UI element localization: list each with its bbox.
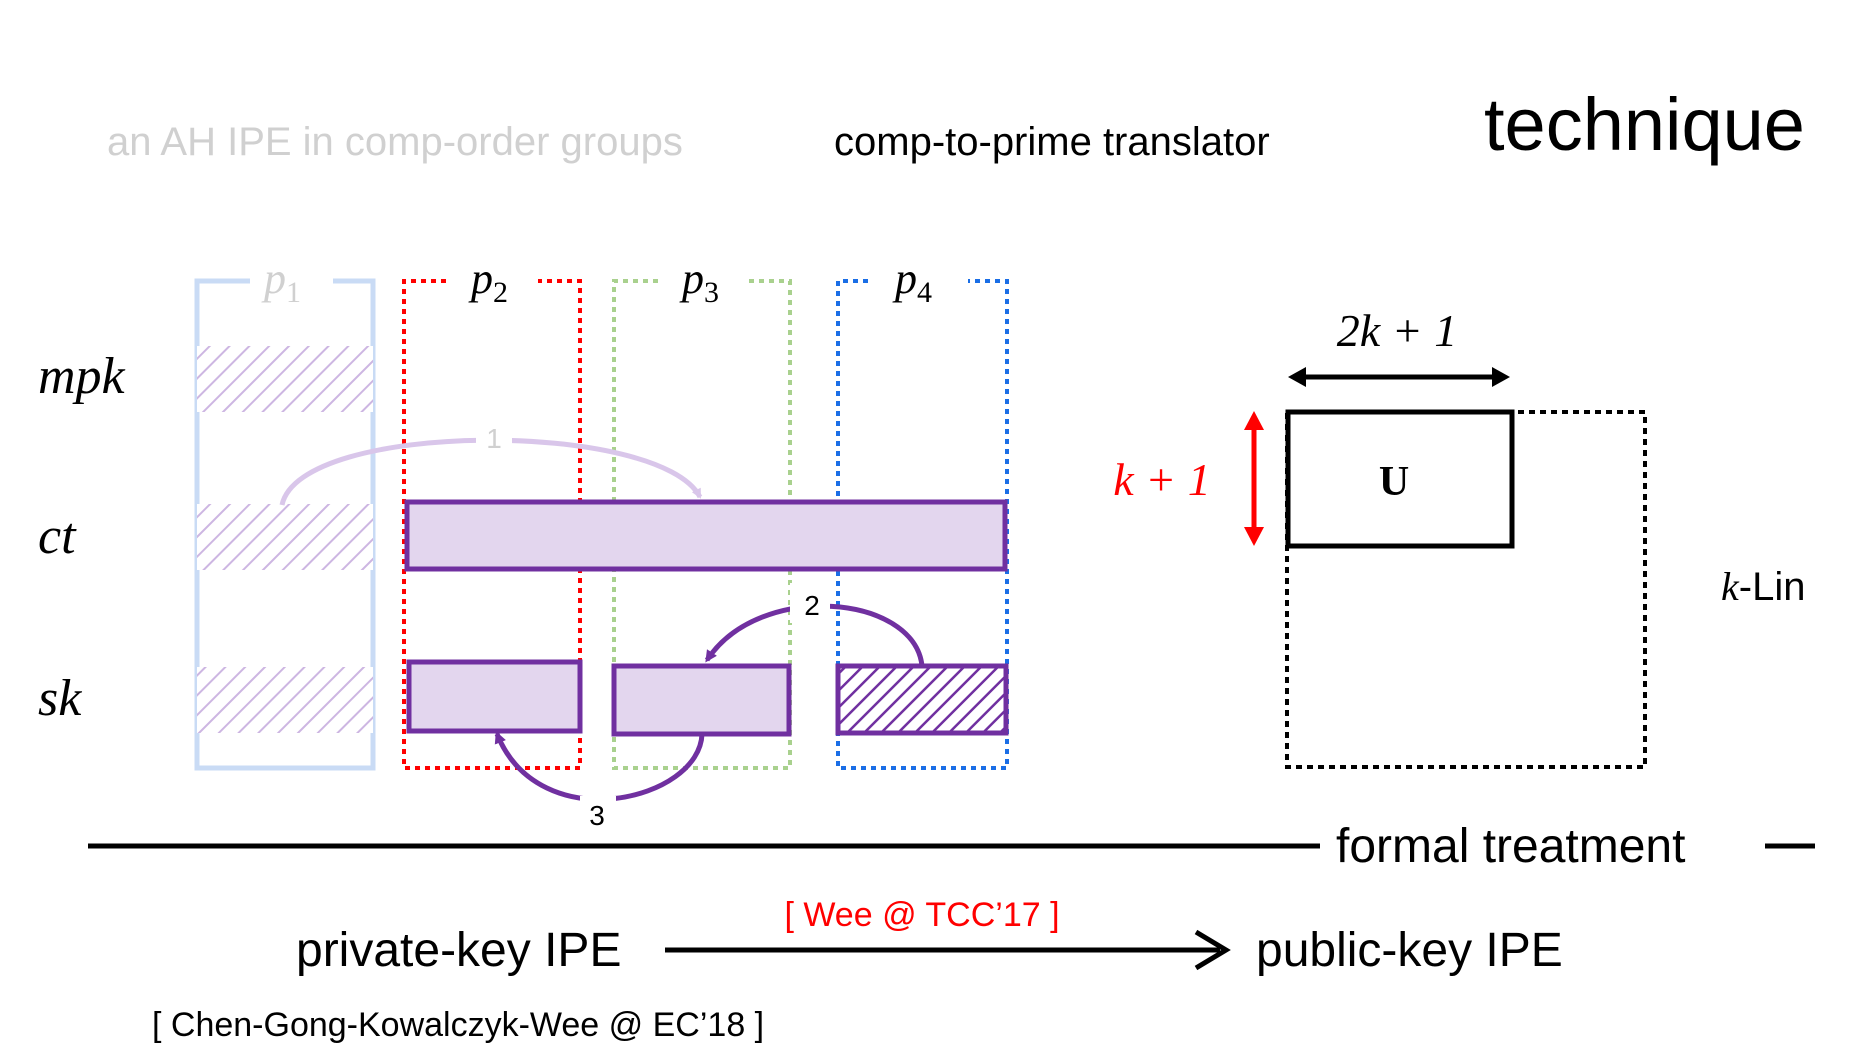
ct-p1-block [197, 504, 373, 570]
assumption-klin: k-Lin [1721, 564, 1805, 609]
arrow-1-label: 1 [486, 423, 502, 454]
sk-p3-block [611, 663, 792, 737]
column-p2-frame [402, 279, 582, 770]
citation-wee: [ Wee @ TCC’17 ] [784, 896, 1059, 934]
matrix-height-label: k + 1 [1113, 454, 1210, 505]
column-p4-label: p4 [892, 254, 932, 309]
matrix-u-label: U [1379, 459, 1409, 505]
private-key-ipe: private-key IPE [296, 924, 621, 977]
title-translator: comp-to-prime translator [834, 120, 1270, 164]
row-label-sk: sk [38, 670, 82, 727]
title-ah-ipe: an AH IPE in comp-order groups [107, 120, 683, 164]
public-key-ipe: public-key IPE [1256, 924, 1563, 977]
divider-label: formal treatment [1336, 820, 1685, 873]
column-p2-label: p2 [468, 254, 508, 309]
column-p1-label: p1 [261, 254, 301, 309]
arrow-2-label: 2 [804, 590, 820, 621]
sk-p1-block [197, 667, 373, 733]
sk-p4-block [835, 663, 1009, 736]
column-p3-frame [612, 279, 792, 770]
ct-main-block [404, 499, 1008, 572]
row-label-ct: ct [38, 508, 77, 565]
arrow-3-label: 3 [589, 800, 605, 831]
arrow-2 [704, 603, 925, 667]
column-p1-frame [194, 278, 376, 771]
title-technique: technique [1484, 83, 1805, 166]
matrix-u-block [1285, 409, 1515, 549]
row-label-mpk: mpk [38, 348, 126, 405]
column-p4-frame [836, 279, 1009, 770]
citation-cgkw: [ Chen-Gong-Kowalczyk-Wee @ EC’18 ] [152, 1006, 764, 1043]
mpk-p1-block [197, 346, 373, 412]
sk-p2-block [406, 659, 583, 734]
matrix-width-label: 2k + 1 [1337, 305, 1457, 356]
column-p3-label: p3 [679, 254, 719, 309]
